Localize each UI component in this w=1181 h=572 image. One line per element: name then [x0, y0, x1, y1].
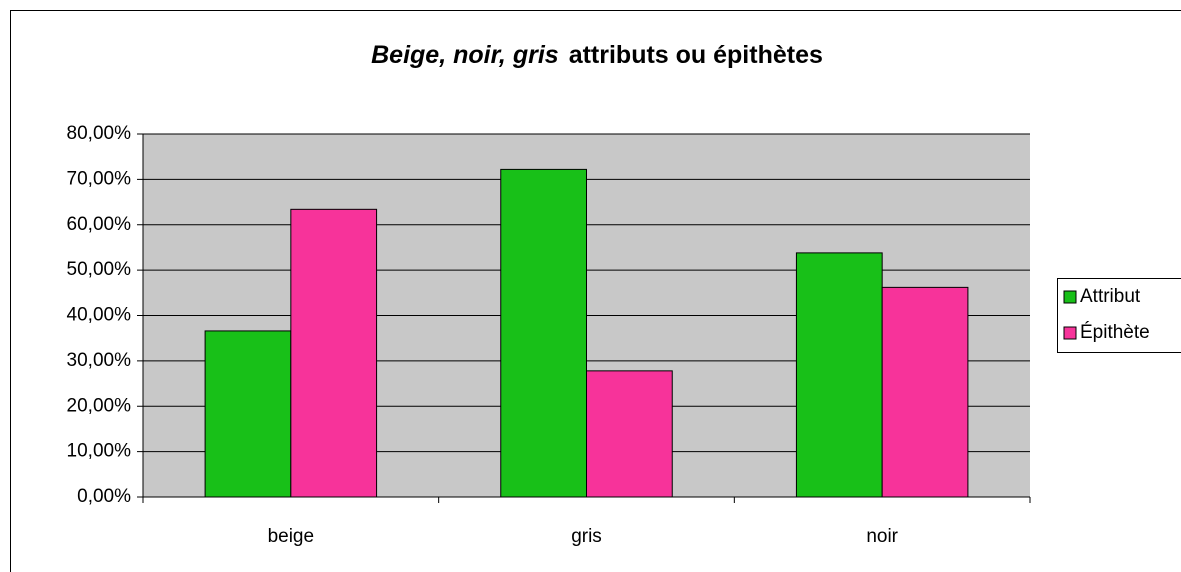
x-tick-label: gris — [571, 526, 602, 547]
bar — [586, 370, 673, 498]
x-tick-label: noir — [866, 526, 898, 547]
y-tick-label: 60,00% — [67, 214, 132, 235]
bar — [500, 168, 587, 498]
bar — [795, 252, 883, 498]
y-tick-label: 10,00% — [67, 441, 132, 462]
title-rest: attributs ou épithètes — [569, 41, 823, 69]
y-tick-label: 50,00% — [67, 259, 132, 280]
legend-box — [1057, 278, 1181, 353]
legend-label: Attribut — [1080, 286, 1141, 307]
y-tick-label: 0,00% — [77, 486, 131, 507]
x-tick-label: beige — [268, 526, 315, 547]
y-tick-label: 70,00% — [67, 168, 132, 189]
chart-title: Beige, noir, gris attributs ou épithètes — [371, 41, 823, 69]
legend-label: Épithète — [1080, 322, 1150, 343]
y-tick-label: 30,00% — [67, 350, 132, 371]
bar — [204, 330, 292, 498]
legend-swatch — [1063, 290, 1077, 304]
y-tick-label: 80,00% — [67, 123, 132, 144]
bar — [881, 286, 969, 498]
bar — [290, 208, 378, 498]
y-tick-label: 40,00% — [67, 305, 132, 326]
y-tick-label: 20,00% — [67, 395, 132, 416]
legend-swatch — [1063, 326, 1077, 340]
title-italic: Beige, noir, gris — [371, 41, 559, 69]
